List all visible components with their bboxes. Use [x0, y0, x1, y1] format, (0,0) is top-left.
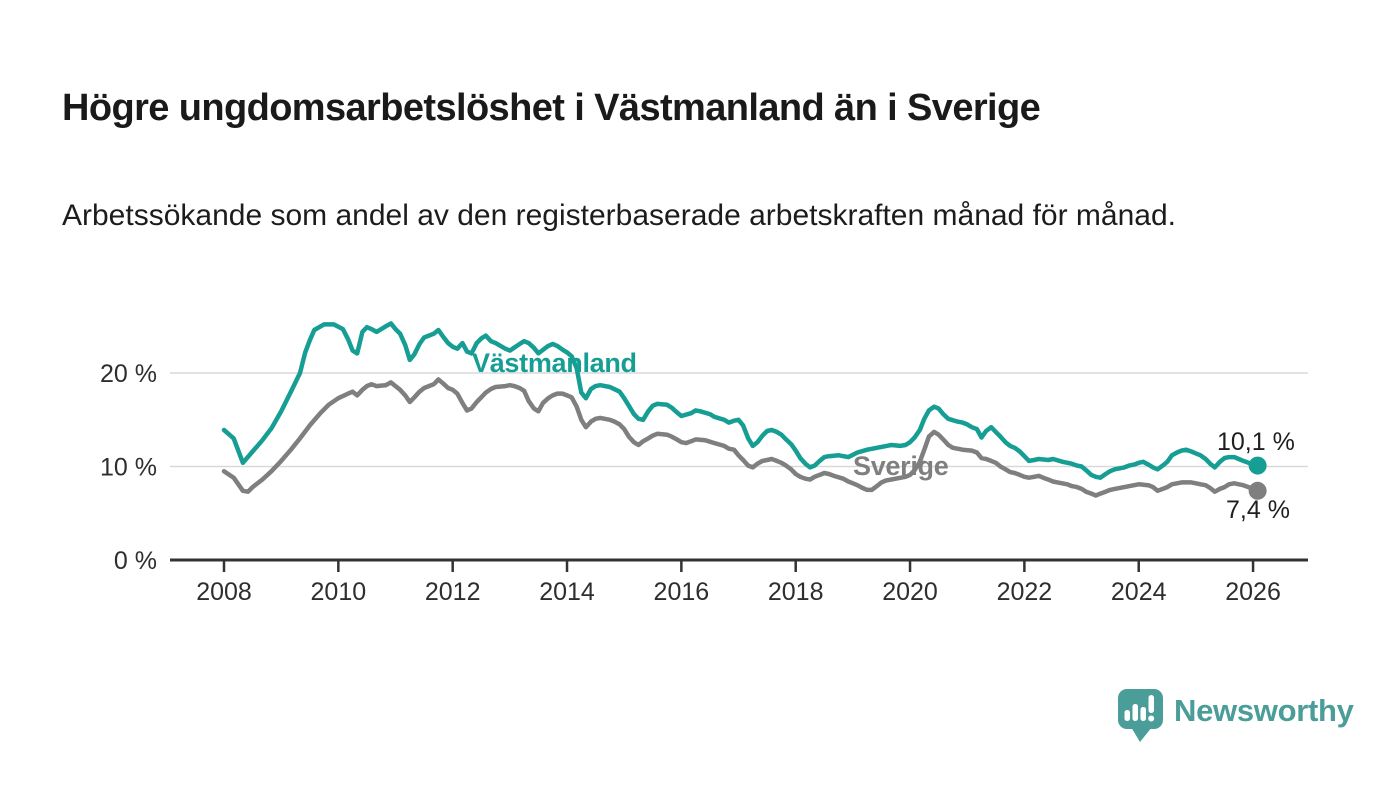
logo-bar-2: [1132, 704, 1138, 721]
newsworthy-brand: Newsworthy: [1117, 686, 1354, 744]
page-title: Högre ungdomsarbetslöshet i Västmanland …: [62, 87, 1041, 130]
series-line-västmanland: [221, 321, 1260, 480]
logo-exclamation-bar: [1148, 695, 1154, 713]
x-tick-label: 2022: [997, 578, 1053, 606]
series-end-dot-sverige: [1248, 481, 1267, 500]
series-label-vastmanland: Västmanland: [472, 348, 637, 378]
y-tick-label: 20 %: [100, 360, 157, 388]
logo-bar-3: [1140, 707, 1146, 721]
x-tick-label: 2026: [1225, 578, 1281, 606]
x-tick-label: 2016: [654, 578, 710, 606]
x-tick-label: 2012: [425, 578, 481, 606]
x-tick-label: 2014: [539, 578, 595, 606]
chart-subtitle: Arbetssökande som andel av den registerb…: [62, 199, 1176, 232]
x-tick-label: 2018: [768, 578, 824, 606]
x-tick-label: 2008: [196, 578, 252, 606]
logo-bar-1: [1124, 710, 1130, 721]
logo-exclamation-dot: [1148, 715, 1155, 722]
series-label-sverige: Sverige: [853, 451, 949, 481]
y-tick-label: 0 %: [114, 547, 157, 575]
x-tick-label: 2024: [1111, 578, 1167, 606]
end-value-label-vastmanland: 10,1 %: [1217, 428, 1295, 456]
y-tick-label: 10 %: [100, 454, 157, 482]
series-line-sverige: [221, 377, 1260, 498]
x-tick-label: 2010: [311, 578, 367, 606]
newsworthy-logo-icon: [1118, 689, 1163, 742]
end-value-label-sverige: 7,4 %: [1226, 496, 1290, 524]
brand-name: Newsworthy: [1174, 693, 1354, 728]
x-tick-label: 2020: [882, 578, 938, 606]
series-end-dot-västmanland: [1248, 456, 1267, 475]
